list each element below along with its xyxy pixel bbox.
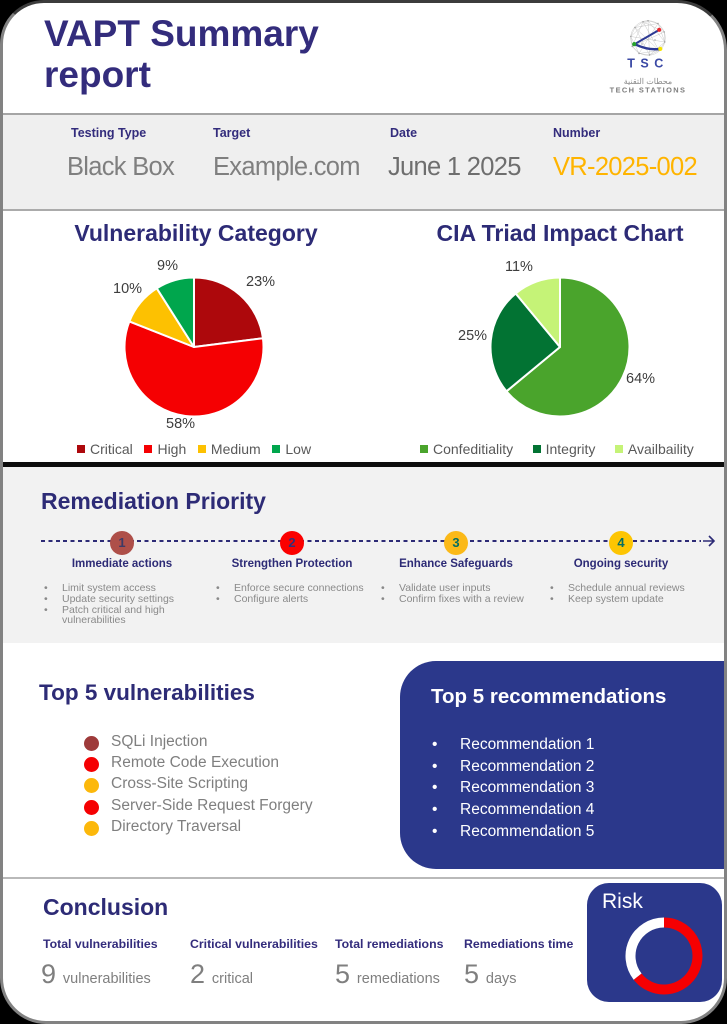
svg-text:TSC: TSC: [627, 57, 669, 71]
svg-text:محطات التقنية: محطات التقنية: [624, 77, 672, 86]
svg-text:TECH STATIONS: TECH STATIONS: [610, 86, 687, 95]
